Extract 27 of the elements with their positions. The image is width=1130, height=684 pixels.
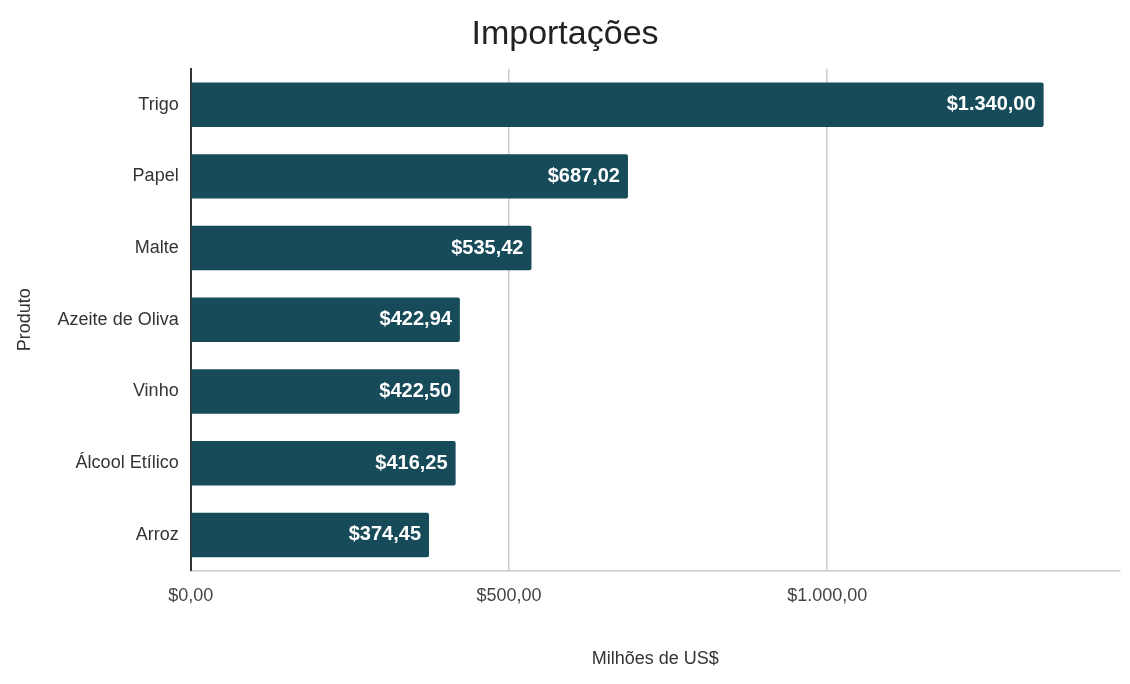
data-label: $422,50: [379, 379, 452, 402]
x-tick-label: $0,00: [168, 584, 214, 605]
data-label: $374,45: [348, 522, 422, 545]
bar: [191, 297, 460, 343]
y-tick-label: Azeite de Oliva: [57, 308, 180, 329]
data-label: $535,42: [451, 235, 524, 258]
x-tick-label: $500,00: [476, 584, 542, 605]
y-tick-label: Álcool Etílico: [75, 452, 179, 473]
y-tick-label: Arroz: [135, 523, 179, 544]
data-label: $422,94: [379, 307, 453, 330]
bar: [191, 441, 456, 486]
y-tick-label: Papel: [132, 165, 179, 186]
bar: [191, 512, 430, 558]
data-label: $687,02: [547, 163, 620, 186]
bar: [191, 225, 532, 271]
bar: [191, 154, 628, 199]
y-axis-title: Produto: [13, 288, 34, 352]
bar: [191, 369, 460, 414]
chart-title: Importações: [471, 12, 659, 51]
data-label: $416,25: [375, 450, 448, 473]
y-tick-label: Vinho: [132, 380, 179, 401]
y-tick-label: Malte: [134, 237, 179, 258]
y-tick-label: Trigo: [138, 93, 179, 114]
x-tick-label: $1.000,00: [787, 584, 868, 605]
bar: [191, 82, 1044, 127]
x-axis-title: Milhões de US$: [591, 648, 719, 669]
data-label: $1.340,00: [946, 92, 1036, 115]
